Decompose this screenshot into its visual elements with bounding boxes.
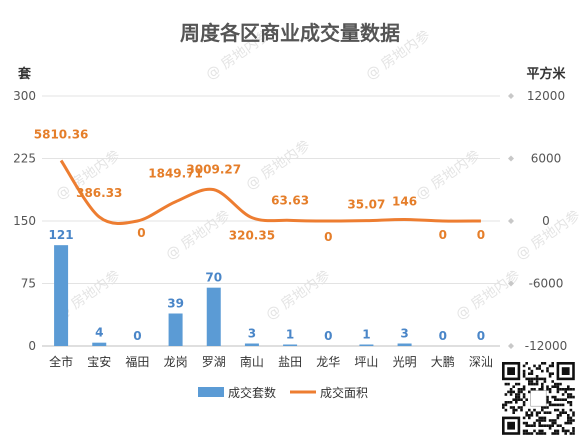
- line-data-label: 146: [392, 194, 417, 208]
- legend-swatch-bar: [198, 387, 224, 397]
- bar: [359, 344, 374, 346]
- watermark-text: @ 房地内参: [413, 147, 484, 204]
- watermark-text: @ 房地内参: [163, 207, 234, 264]
- bar: [283, 344, 298, 346]
- line-data-label: 35.07: [347, 198, 385, 212]
- line-data-label: 0: [324, 230, 332, 244]
- watermark-text: @ 房地内参: [243, 137, 314, 194]
- line-data-label: 1849.71: [148, 167, 203, 181]
- bar: [168, 313, 183, 346]
- line-data-label: 5810.36: [34, 127, 89, 141]
- bar-data-label: 70: [205, 271, 222, 285]
- category-label: 宝安: [87, 354, 111, 369]
- category-label: 龙华: [316, 355, 340, 369]
- bar-data-label: 0: [439, 329, 447, 343]
- watermark-text: @ 房地内参: [453, 267, 524, 324]
- category-labels: 全市 宝安 福田 龙岗 罗湖 南山 盐田 龙华 坪山 光明 大鹏 深汕: [49, 354, 493, 369]
- category-label: 全市: [49, 354, 73, 369]
- line-data-label: 0: [477, 228, 485, 242]
- right-axis-ticks: 12000 6000 0 -6000 -12000: [508, 89, 567, 353]
- category-label: 龙岗: [164, 355, 188, 369]
- left-tick-label: 0: [28, 339, 36, 353]
- line-data-label: 3009.27: [186, 163, 241, 177]
- right-tick-marker: [508, 93, 514, 99]
- bar: [206, 287, 221, 346]
- category-label: 福田: [125, 354, 149, 369]
- right-tick-marker: [508, 280, 514, 287]
- right-tick-label: -12000: [525, 339, 568, 353]
- right-tick-label: 6000: [531, 152, 562, 166]
- watermark-layer: @ 房地内参 @ 房地内参@ 房地内参 @ 房地内参 @ 房地内参@ 房地内参 @ 房地…: [53, 27, 580, 324]
- left-axis-ticks: 300 225 150 75 0: [13, 89, 36, 353]
- left-tick-label: 75: [21, 277, 36, 291]
- bar: [397, 343, 412, 346]
- left-axis-unit: 套: [17, 66, 32, 82]
- chart-title: 周度各区商业成交量数据: [180, 21, 400, 45]
- left-tick-label: 225: [13, 152, 36, 166]
- right-tick-label: 0: [542, 214, 550, 228]
- right-tick-marker: [508, 343, 514, 349]
- line-data-label: 0: [439, 228, 447, 242]
- category-label: 大鹏: [431, 355, 455, 369]
- bar: [244, 343, 259, 346]
- legend-label-bar: 成交套数: [228, 385, 276, 400]
- right-axis-unit: 平方米: [526, 66, 566, 82]
- bar: [92, 342, 107, 346]
- line-data-label: 320.35: [229, 229, 275, 243]
- bar-data-label: 1: [286, 328, 294, 342]
- category-label: 罗湖: [202, 354, 226, 369]
- bar-data-label: 121: [49, 228, 74, 242]
- bar-data-label: 3: [400, 327, 408, 341]
- line-data-label: 63.63: [271, 193, 309, 207]
- category-label: 盐田: [278, 355, 302, 369]
- watermark-text: @ 房地内参: [263, 267, 334, 324]
- bar-data-label: 0: [324, 329, 332, 343]
- category-label: 深汕: [469, 355, 493, 369]
- bar-series: 121 4 0 39 70 3 1 0 1 3 0 0: [49, 228, 485, 346]
- right-tick-label: -6000: [529, 277, 564, 291]
- category-label: 南山: [240, 354, 264, 369]
- left-tick-label: 300: [13, 89, 36, 103]
- line-data-label: 386.33: [76, 186, 122, 200]
- line-path: [59, 159, 481, 226]
- category-label: 光明: [393, 355, 417, 369]
- right-tick-marker: [508, 218, 514, 224]
- bar-data-label: 4: [95, 326, 103, 340]
- bar: [54, 245, 69, 346]
- legend-label-line: 成交面积: [320, 385, 368, 400]
- left-tick-label: 150: [13, 214, 36, 228]
- bar-data-label: 0: [133, 329, 141, 343]
- right-tick-label: 12000: [527, 89, 565, 103]
- bar-data-label: 39: [167, 297, 184, 311]
- bar-data-label: 1: [362, 328, 370, 342]
- bar-data-label: 0: [477, 329, 485, 343]
- bar-data-label: 3: [248, 327, 256, 341]
- legend: 成交套数 成交面积: [198, 385, 368, 400]
- line-data-label: 0: [137, 226, 145, 240]
- right-tick-marker: [508, 155, 514, 162]
- category-label: 坪山: [354, 355, 378, 369]
- qr-code-icon: [500, 360, 577, 437]
